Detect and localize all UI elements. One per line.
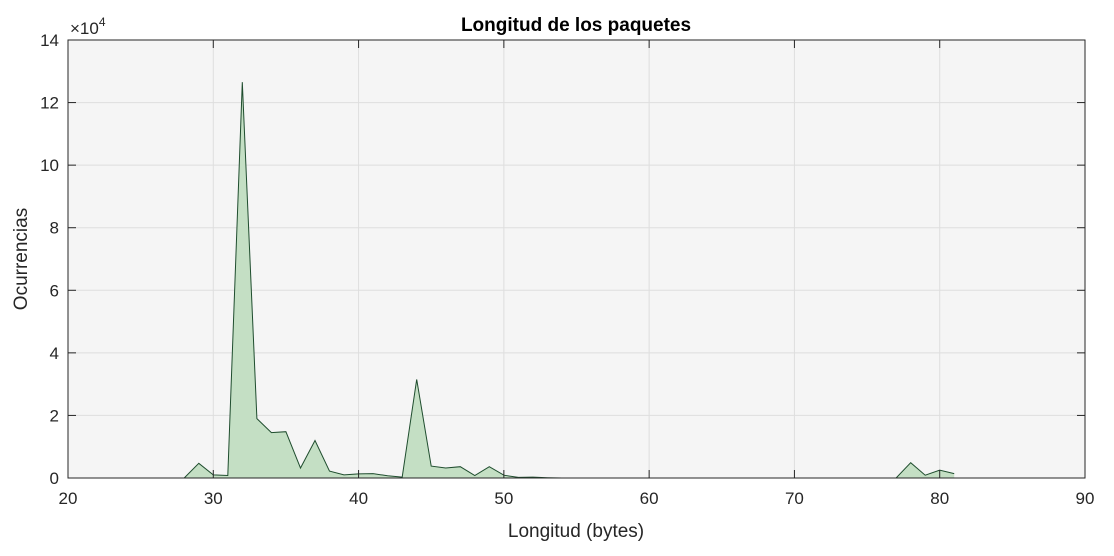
y-tick-label: 2 [50, 406, 59, 425]
x-tick-label: 30 [204, 489, 223, 508]
y-tick-label: 8 [50, 219, 59, 238]
x-tick-label: 70 [785, 489, 804, 508]
x-tick-label: 40 [349, 489, 368, 508]
x-axis-label: Longitud (bytes) [508, 521, 644, 542]
y-tick-label: 4 [50, 344, 59, 363]
y-tick-label: 6 [50, 281, 59, 300]
x-tick-label: 90 [1076, 489, 1095, 508]
x-tick-label: 60 [640, 489, 659, 508]
x-tick-labels: 20 30 40 50 60 70 80 90 [59, 489, 1095, 508]
axis-ticks [67, 39, 1086, 479]
y-tick-label: 0 [50, 469, 59, 488]
y-tick-label: 14 [40, 31, 59, 50]
chart-title: Longitud de los paquetes [461, 15, 691, 36]
y-tick-label: 10 [40, 156, 59, 175]
y-axis-exponent: ×104 [70, 15, 106, 38]
plot-frame [67, 39, 1086, 479]
x-tick-label: 80 [930, 489, 949, 508]
y-axis-label: Ocurrencias [11, 208, 32, 310]
y-tick-label: 12 [40, 94, 59, 113]
x-tick-label: 50 [494, 489, 513, 508]
y-tick-labels: 0 2 4 6 8 10 12 14 [40, 31, 59, 488]
x-tick-label: 20 [59, 489, 78, 508]
plot-background [68, 40, 1085, 478]
